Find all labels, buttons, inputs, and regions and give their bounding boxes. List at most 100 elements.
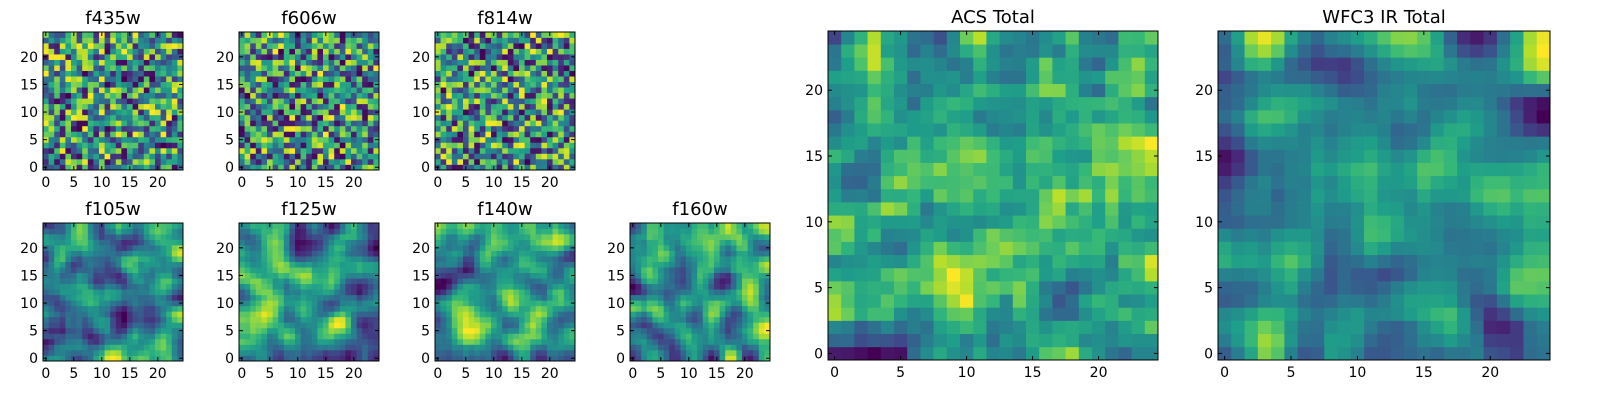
- heatmap-cell: [519, 87, 525, 94]
- heatmap-cell: [93, 223, 100, 229]
- heatmap-cell: [121, 300, 128, 307]
- heatmap-cell: [99, 333, 105, 340]
- heatmap-cell: [272, 338, 279, 345]
- heatmap-cell: [440, 43, 447, 49]
- heatmap-cell: [552, 153, 559, 160]
- heatmap-cell: [535, 37, 542, 44]
- heatmap-cell: [328, 76, 335, 83]
- heatmap-cell: [334, 65, 341, 71]
- heatmap-cell: [149, 136, 156, 143]
- heatmap-cell: [435, 344, 441, 351]
- heatmap-cell: [177, 305, 184, 312]
- heatmap-cell: [569, 223, 576, 229]
- heatmap-cell: [323, 81, 329, 88]
- heatmap-cell: [658, 239, 664, 246]
- heatmap-cell: [451, 54, 458, 60]
- heatmap-cell: [239, 294, 245, 301]
- heatmap-cell: [686, 322, 692, 329]
- heatmap-cell: [143, 153, 150, 160]
- heatmap-cell: [59, 278, 66, 285]
- heatmap-cell: [558, 349, 565, 356]
- heatmap-cell: [446, 92, 453, 99]
- heatmap-cell: [485, 322, 492, 329]
- heatmap-cell: [697, 355, 704, 362]
- heatmap-cell: [65, 142, 72, 149]
- heatmap-cell: [558, 164, 565, 171]
- heatmap-cell: [479, 92, 486, 99]
- heatmap-cell: [451, 228, 458, 235]
- heatmap-cell: [474, 228, 481, 235]
- heatmap-cell: [255, 239, 262, 246]
- heatmap-cell: [261, 311, 268, 318]
- heatmap-cell: [132, 294, 139, 301]
- heatmap-cell: [1039, 202, 1053, 216]
- heatmap-cell: [306, 70, 313, 77]
- heatmap-cell: [652, 305, 659, 312]
- heatmap-cell: [569, 278, 576, 285]
- heatmap-cell: [507, 245, 514, 251]
- heatmap-cell: [697, 289, 704, 296]
- heatmap-cell: [351, 256, 357, 262]
- heatmap-cell: [541, 272, 548, 279]
- heatmap-cell: [115, 136, 122, 143]
- heatmap-cell: [552, 76, 559, 83]
- heatmap-cell: [272, 245, 279, 251]
- heatmap-cell: [669, 349, 676, 356]
- heatmap-cell: [1012, 267, 1027, 282]
- heatmap-cell: [658, 234, 664, 240]
- heatmap-cell: [334, 250, 341, 257]
- heatmap-cell: [110, 147, 117, 154]
- heatmap-cell: [65, 37, 72, 44]
- heatmap-cell: [468, 278, 475, 285]
- heatmap-cell: [283, 300, 290, 307]
- heatmap-cell: [311, 250, 318, 257]
- heatmap-cell: [43, 65, 49, 71]
- heatmap-cell: [496, 125, 503, 132]
- heatmap-cell: [563, 294, 570, 301]
- heatmap-cell: [356, 261, 363, 268]
- heatmap-cell: [479, 98, 486, 105]
- heatmap-cell: [132, 65, 139, 71]
- heatmap-cell: [753, 283, 760, 290]
- heatmap-cell: [362, 283, 369, 290]
- heatmap-cell: [76, 267, 83, 274]
- heatmap-cell: [479, 48, 486, 55]
- heatmap-cell: [255, 70, 262, 77]
- heatmap-cell: [474, 223, 481, 229]
- heatmap-cell: [569, 289, 576, 296]
- heatmap-cell: [115, 250, 122, 257]
- heatmap-cell: [541, 87, 548, 94]
- heatmap-cell: [1052, 215, 1066, 229]
- heatmap-cell: [479, 59, 486, 66]
- heatmap-cell: [563, 245, 570, 251]
- heatmap-cell: [334, 278, 341, 285]
- heatmap-cell: [742, 272, 748, 279]
- heatmap-cell: [59, 355, 66, 362]
- heatmap-cell: [519, 70, 525, 77]
- heatmap-cell: [311, 59, 318, 66]
- heatmap-cell: [110, 245, 117, 251]
- heatmap-cell: [725, 239, 732, 246]
- heatmap-cell: [255, 32, 262, 38]
- heatmap-cell: [356, 223, 363, 229]
- heatmap-cell: [641, 338, 648, 345]
- heatmap-cell: [171, 147, 178, 154]
- heatmap-cell: [663, 272, 670, 279]
- heatmap-cell: [691, 294, 698, 301]
- heatmap-cell: [121, 70, 128, 77]
- heatmap-cell: [513, 322, 520, 329]
- heatmap-cell: [880, 333, 895, 348]
- y-tick-label: 5: [225, 133, 234, 149]
- heatmap-cell: [43, 289, 49, 296]
- heatmap-cell: [541, 289, 548, 296]
- heatmap-cell: [345, 256, 352, 262]
- heatmap-cell: [986, 162, 1000, 177]
- heatmap-cell: [351, 272, 357, 279]
- heatmap-cell: [255, 158, 262, 165]
- heatmap-cell: [446, 349, 453, 356]
- heatmap-cell: [65, 250, 72, 257]
- heatmap-cell: [278, 289, 285, 296]
- heatmap-cell: [686, 261, 692, 268]
- heatmap-cell: [132, 349, 139, 356]
- heatmap-cell: [328, 234, 335, 240]
